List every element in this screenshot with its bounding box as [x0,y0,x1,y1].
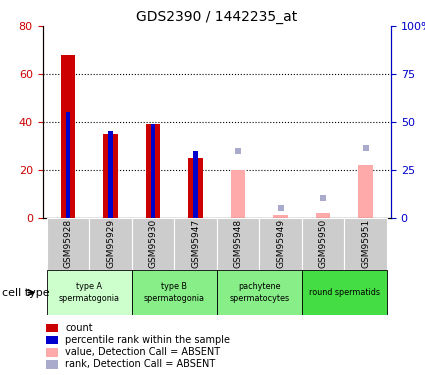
Bar [47,270,132,315]
Bar [151,124,155,218]
Text: cell type: cell type [2,288,50,297]
Text: type B
spermatogonia: type B spermatogonia [144,282,205,303]
Text: type A
spermatogonia: type A spermatogonia [59,282,120,303]
Bar [46,360,58,369]
Bar [188,158,203,218]
Bar [60,55,76,217]
Bar [273,215,288,217]
Bar [217,270,302,315]
Text: pachytene
spermatocytes: pachytene spermatocytes [229,282,289,303]
Bar [145,124,160,218]
FancyBboxPatch shape [174,217,217,270]
Text: GSM95928: GSM95928 [63,219,73,268]
Text: rank, Detection Call = ABSENT: rank, Detection Call = ABSENT [65,359,215,369]
Text: GSM95951: GSM95951 [361,219,370,268]
Bar [103,134,118,218]
FancyBboxPatch shape [344,217,387,270]
Title: GDS2390 / 1442235_at: GDS2390 / 1442235_at [136,10,298,24]
FancyBboxPatch shape [217,217,259,270]
Text: GSM95947: GSM95947 [191,219,200,268]
Text: count: count [65,323,93,333]
Bar [46,348,58,357]
Text: percentile rank within the sample: percentile rank within the sample [65,335,230,345]
Bar [230,170,245,217]
Bar [193,150,198,217]
Bar [66,112,70,218]
FancyBboxPatch shape [47,217,89,270]
Bar [46,336,58,345]
FancyBboxPatch shape [259,217,302,270]
Text: GSM95930: GSM95930 [148,219,158,268]
Text: GSM95929: GSM95929 [106,219,115,268]
Text: GSM95948: GSM95948 [233,219,243,268]
FancyBboxPatch shape [302,217,344,270]
Bar [315,213,331,217]
Bar [358,165,373,218]
Bar [46,324,58,332]
Text: GSM95949: GSM95949 [276,219,285,268]
Bar [302,270,387,315]
Text: GSM95950: GSM95950 [318,219,328,268]
FancyBboxPatch shape [132,217,174,270]
Text: value, Detection Call = ABSENT: value, Detection Call = ABSENT [65,347,220,357]
Bar [132,270,217,315]
FancyBboxPatch shape [89,217,132,270]
Text: round spermatids: round spermatids [309,288,380,297]
Bar [108,132,113,218]
